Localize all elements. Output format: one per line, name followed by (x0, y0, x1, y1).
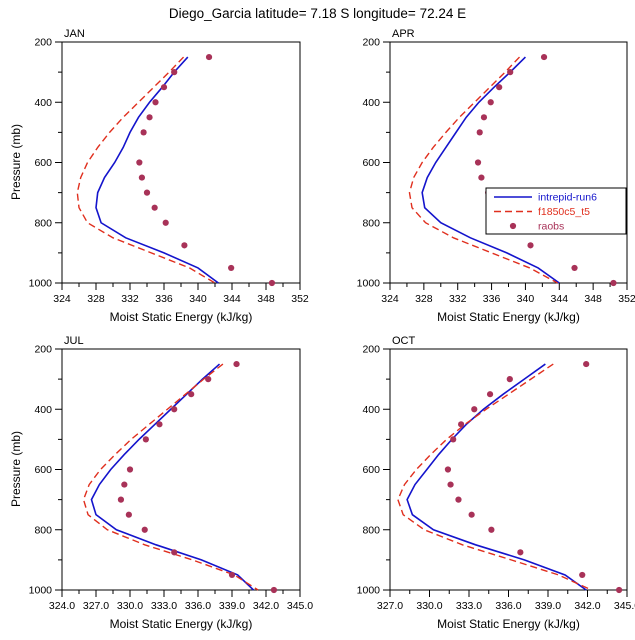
axis-text: 348 (257, 293, 275, 305)
axis-text: 330.0 (117, 600, 143, 612)
axis-text: 340 (189, 293, 207, 305)
axis-text: 336.0 (495, 600, 521, 612)
axis-text: 200 (34, 37, 52, 49)
axis-text: 336.0 (185, 600, 211, 612)
axis-text: 800 (362, 217, 380, 229)
axis-text: 328 (415, 293, 433, 305)
series-line-f1850c5_t5 (408, 56, 558, 284)
x-axis-title: Moist Static Energy (kJ/kg) (110, 617, 253, 631)
plot-frame (389, 348, 628, 591)
axis-text: 400 (34, 97, 52, 109)
chart-panel-apr: 324 328 332 336 340 344 348 352 200 400 600 800 1000… (357, 28, 635, 324)
figure-title: Diego_Garcia latitude= 7.18 S longitude=… (168, 6, 467, 21)
axis-text: 600 (34, 157, 52, 169)
axis-text: 327.0 (83, 600, 109, 612)
axis-text: 336 (483, 293, 501, 305)
plot-frame (61, 41, 301, 284)
chart-panel-jul: 324.0 327.0 330.0 333.0 336.0 339.0 342.0 345.0… (29, 335, 314, 631)
series-dots-raobs (117, 360, 278, 594)
axis-text: 200 (362, 344, 380, 356)
x-axis-title: Moist Static Energy (kJ/kg) (110, 310, 253, 324)
axis-text: 333.0 (456, 600, 482, 612)
axis-text: 339.0 (219, 600, 245, 612)
axis-text: 332 (121, 293, 139, 305)
axis-text: 336 (155, 293, 173, 305)
axis-text: 333.0 (151, 600, 177, 612)
axis-text: 1000 (29, 585, 53, 597)
series-dots-raobs (474, 53, 617, 287)
axis-text: 327.0 (377, 600, 403, 612)
series-line-f1850c5_t5 (76, 56, 216, 284)
series-line-f1850c5_t5 (82, 363, 259, 591)
axis-text: 340 (517, 293, 535, 305)
series-line-f1850c5_t5 (397, 363, 592, 591)
series-line-intrepid-run6 (90, 363, 255, 591)
axis-text: 800 (362, 524, 380, 536)
axis-text: 342.0 (253, 600, 279, 612)
axis-text: 1000 (357, 278, 381, 290)
series-line-intrepid-run6 (421, 56, 560, 284)
axis-text: 348 (584, 293, 602, 305)
series-line-intrepid-run6 (95, 56, 219, 284)
axis-text: 800 (34, 217, 52, 229)
series-dots-raobs (136, 53, 276, 287)
legend-label-raobs: raobs (538, 221, 564, 233)
axis-text: 344 (551, 293, 569, 305)
legend-label-f1850c5_t5: f1850c5_t5 (538, 206, 590, 218)
panel-label-jan: JAN (64, 28, 85, 40)
axis-text: 200 (34, 344, 52, 356)
axis-text: 332 (449, 293, 467, 305)
axis-text: 1000 (357, 585, 381, 597)
panel-label-jul: JUL (64, 335, 84, 347)
series-line-intrepid-run6 (406, 363, 587, 591)
axis-text: 345.0 (287, 600, 313, 612)
legend-label-intrepid-run6: intrepid-run6 (538, 192, 597, 204)
axis-text: 600 (362, 464, 380, 476)
chart-panel-oct: 327.0 330.0 333.0 336.0 339.0 342.0 345.0 200 40… (357, 335, 635, 631)
axis-text: 400 (362, 97, 380, 109)
x-axis-title: Moist Static Energy (kJ/kg) (437, 310, 580, 324)
axis-text: 344 (223, 293, 241, 305)
panel-label-apr: APR (392, 28, 415, 40)
axis-text: 400 (34, 404, 52, 416)
chart-panel-jan: 324 328 332 336 340 344 348 352 200 400 600 800 1000… (29, 28, 309, 324)
panel-label-oct: OCT (392, 335, 416, 347)
axis-text: 1000 (29, 278, 53, 290)
axis-text: 328 (87, 293, 105, 305)
axis-text: 330.0 (416, 600, 442, 612)
axis-text: 345.0 (614, 600, 635, 612)
axis-text: 200 (362, 37, 380, 49)
axis-text: 324.0 (49, 600, 75, 612)
axis-text: 324 (381, 293, 399, 305)
axis-text: 324 (53, 293, 71, 305)
x-axis-title: Moist Static Energy (kJ/kg) (437, 617, 580, 631)
axis-text: 600 (34, 464, 52, 476)
axis-text: 800 (34, 524, 52, 536)
axis-text: 600 (362, 157, 380, 169)
plot-frame (389, 41, 628, 284)
series-dots-raobs (444, 360, 623, 594)
axis-text: 339.0 (535, 600, 561, 612)
axis-text: 400 (362, 404, 380, 416)
axis-text: 352 (291, 293, 309, 305)
axis-text: 342.0 (574, 600, 600, 612)
axis-text: 352 (618, 293, 635, 305)
